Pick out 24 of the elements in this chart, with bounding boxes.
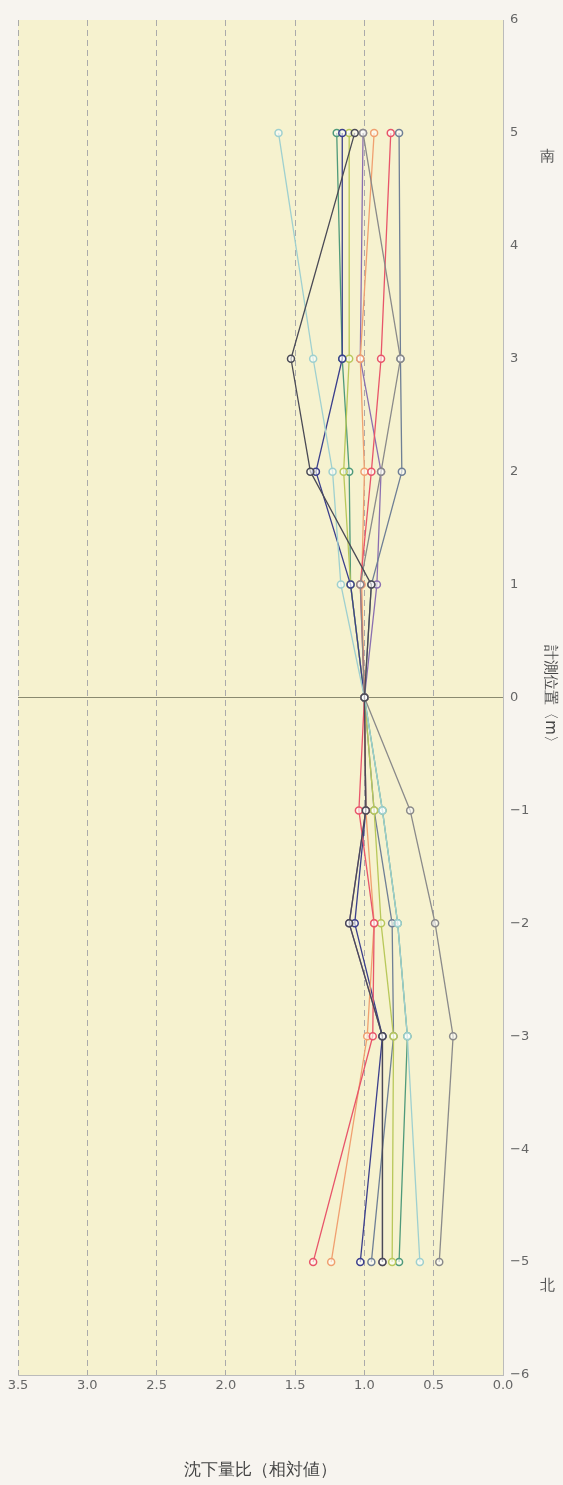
x-tick-label: 3.5 xyxy=(7,1377,29,1393)
y-tick-label: −5 xyxy=(510,1253,530,1269)
y-tick-label: 5 xyxy=(510,124,519,140)
text: 北 xyxy=(539,1275,555,1294)
y-tick-label: 2 xyxy=(510,463,519,479)
x-tick-label: 1.0 xyxy=(354,1377,375,1393)
y-tick-label: 1 xyxy=(510,575,519,591)
y-tick-label: 4 xyxy=(510,237,519,253)
x-tick-label: 2.0 xyxy=(215,1377,237,1393)
y-tick-label: 0 xyxy=(510,688,519,704)
x-tick-label: 1.5 xyxy=(284,1377,306,1393)
x-axis-title: 沈下量比（相対値） xyxy=(184,1459,337,1480)
y-tick-label: −1 xyxy=(510,801,530,817)
y-tick-label: −4 xyxy=(510,1140,530,1156)
x-tick-label: 2.5 xyxy=(146,1377,167,1393)
y-tick-label: −2 xyxy=(510,914,530,930)
x-tick-label: 3.0 xyxy=(76,1377,98,1393)
y-tick-label: 6 xyxy=(510,11,519,27)
text: 南 xyxy=(539,146,555,165)
y-axis-title: 計測位置〈m〉 xyxy=(542,645,561,750)
x-tick-label: 0.5 xyxy=(423,1377,445,1393)
x-tick-label: 0.0 xyxy=(492,1377,514,1393)
y-tick-label: −3 xyxy=(510,1027,530,1043)
y-tick-label: 3 xyxy=(510,350,519,366)
